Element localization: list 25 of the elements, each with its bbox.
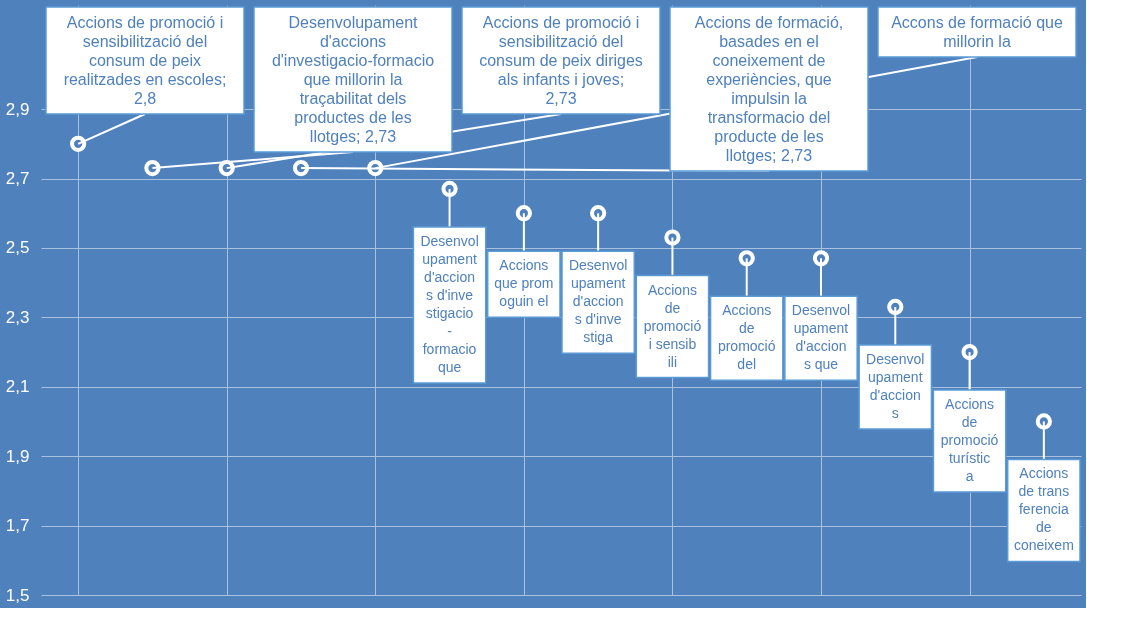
y-tick-label: 2,9 — [5, 99, 30, 119]
point — [887, 298, 904, 316]
y-tick-label: 2,1 — [5, 377, 30, 397]
annotation: Desenvolupament d'accions d'investiga — [568, 257, 628, 346]
y-tick-label: 1,5 — [5, 585, 30, 605]
annotation: Accions de transferencia de coneixem — [1013, 465, 1074, 554]
y-tick-label: 2,3 — [5, 307, 30, 327]
annotation: Desenvolupament d'accions — [866, 350, 925, 421]
y-tick-label: 2,5 — [5, 238, 30, 258]
annotation: Desenvolupament d'accions d'investigacio-formacio que millorin la traçabilitat dels productes de les llotges; 2,73 — [271, 13, 435, 145]
annotation: Accions de formació, basades en el coneixement de experiències, que impulsin la transformacio del producte de les llotges; 2,73 — [694, 13, 844, 164]
point — [441, 180, 458, 198]
y-tick-label: 1,7 — [5, 516, 30, 536]
annotation: Accions de promoció turística — [940, 396, 999, 485]
annotation: Desenvolupament d'accions d'investigacio-formacio que — [420, 232, 479, 375]
annotation: Accions de promoció i sensibilització del consum de peix realitzades en escoles; 2,8 — [63, 13, 227, 107]
annotation: Accons de formació que millorin la — [891, 13, 1063, 50]
annotation: Accions de promoció del — [717, 302, 776, 373]
annotation: Desenvolupament d'accions que — [791, 302, 851, 373]
point — [664, 229, 681, 246]
annotation: Accions que promoguin el — [494, 257, 554, 310]
annotation: Accions de promoció i sensibilització del consum de peix diriges als infants i joves; 2,73 — [479, 13, 643, 107]
y-tick-label: 2,7 — [5, 169, 30, 189]
annotation: Accions de promoció i sensibili — [643, 281, 702, 370]
y-tick-label: 1,9 — [5, 446, 30, 466]
